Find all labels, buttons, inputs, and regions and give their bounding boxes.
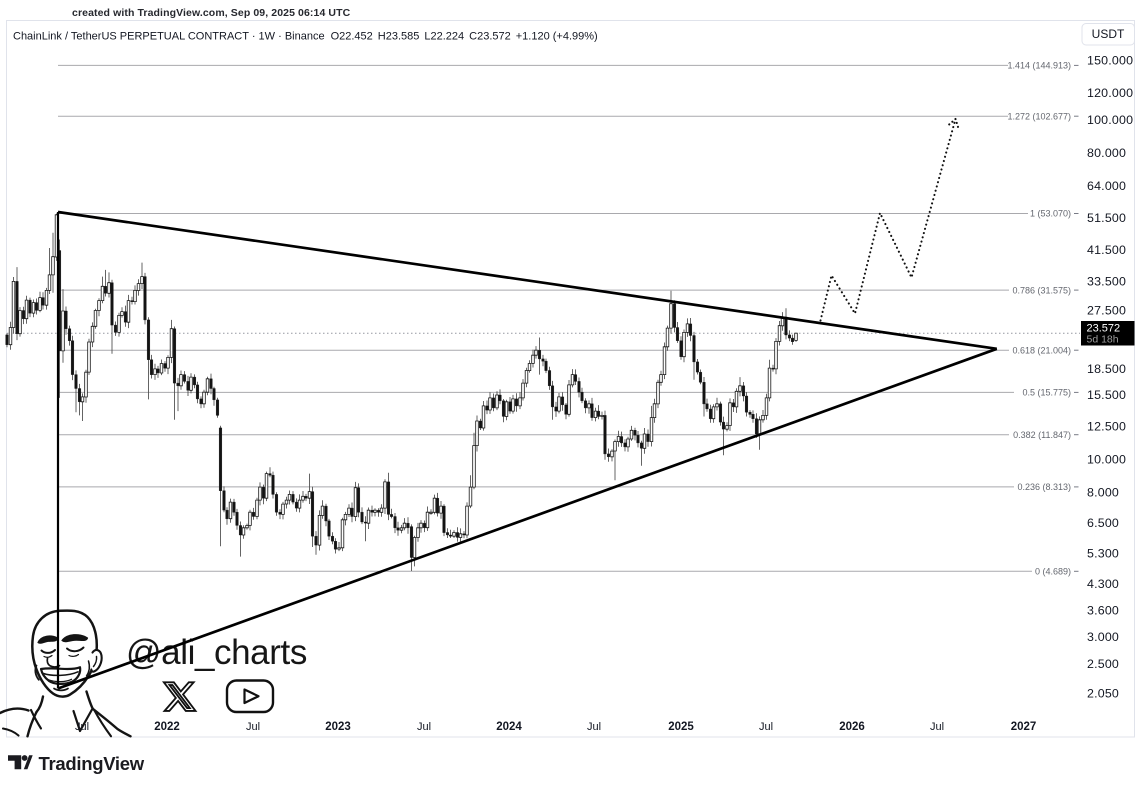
svg-text:0.382 (11.847): 0.382 (11.847) bbox=[1013, 430, 1071, 440]
svg-text:1 (53.070): 1 (53.070) bbox=[1030, 209, 1071, 219]
svg-text:2.500: 2.500 bbox=[1087, 657, 1119, 671]
svg-text:150.000: 150.000 bbox=[1087, 53, 1133, 67]
svg-text:2027: 2027 bbox=[1011, 721, 1037, 733]
svg-text:100.000: 100.000 bbox=[1087, 113, 1133, 127]
svg-text:2026: 2026 bbox=[839, 721, 865, 733]
svg-text:Jul: Jul bbox=[587, 721, 601, 733]
svg-text:5.300: 5.300 bbox=[1087, 546, 1119, 560]
svg-text:33.500: 33.500 bbox=[1087, 274, 1126, 288]
svg-text:Jul: Jul bbox=[930, 721, 944, 733]
svg-text:0.5 (15.775): 0.5 (15.775) bbox=[1022, 388, 1071, 398]
svg-text:0.236 (8.313): 0.236 (8.313) bbox=[1017, 482, 1071, 492]
svg-text:Jul: Jul bbox=[759, 721, 773, 733]
svg-text:8.000: 8.000 bbox=[1087, 486, 1119, 500]
svg-text:TradingView: TradingView bbox=[39, 753, 145, 774]
svg-text:2.050: 2.050 bbox=[1087, 686, 1119, 700]
svg-text:1.414 (144.913): 1.414 (144.913) bbox=[1007, 61, 1071, 71]
svg-text:created with TradingView.com,: created with TradingView.com, Sep 09, 20… bbox=[72, 7, 351, 19]
svg-text:3.600: 3.600 bbox=[1087, 603, 1119, 617]
svg-text:Jul: Jul bbox=[75, 721, 89, 733]
svg-text:12.500: 12.500 bbox=[1087, 420, 1126, 434]
svg-text:Jul: Jul bbox=[246, 721, 260, 733]
svg-text:51.500: 51.500 bbox=[1087, 211, 1126, 225]
svg-text:2022: 2022 bbox=[154, 721, 180, 733]
svg-text:15.500: 15.500 bbox=[1087, 388, 1126, 402]
svg-text:120.000: 120.000 bbox=[1087, 86, 1133, 100]
svg-text:0.786 (31.575): 0.786 (31.575) bbox=[1012, 285, 1071, 295]
svg-text:27.500: 27.500 bbox=[1087, 304, 1126, 318]
svg-text:0 (4.689): 0 (4.689) bbox=[1035, 567, 1071, 577]
svg-text:6.500: 6.500 bbox=[1087, 516, 1119, 530]
svg-text:41.500: 41.500 bbox=[1087, 243, 1126, 257]
svg-text:5d 18h: 5d 18h bbox=[1087, 334, 1119, 346]
svg-text:3.000: 3.000 bbox=[1087, 630, 1119, 644]
svg-text:USDT: USDT bbox=[1092, 27, 1125, 41]
svg-text:4.300: 4.300 bbox=[1087, 577, 1119, 591]
svg-text:0.618 (21.004): 0.618 (21.004) bbox=[1012, 345, 1071, 355]
svg-text:1.272 (102.677): 1.272 (102.677) bbox=[1007, 111, 1071, 121]
svg-text:2024: 2024 bbox=[496, 721, 522, 733]
svg-text:Jul: Jul bbox=[417, 721, 431, 733]
svg-text:80.000: 80.000 bbox=[1087, 146, 1126, 160]
svg-text:10.000: 10.000 bbox=[1087, 453, 1126, 467]
svg-text:2025: 2025 bbox=[668, 721, 694, 733]
svg-text:@ali_charts: @ali_charts bbox=[126, 633, 307, 672]
svg-text:18.500: 18.500 bbox=[1087, 362, 1126, 376]
svg-text:64.000: 64.000 bbox=[1087, 179, 1126, 193]
svg-text:2023: 2023 bbox=[325, 721, 351, 733]
svg-text:23.572: 23.572 bbox=[1087, 323, 1121, 335]
svg-text:ChainLink / TetherUS PERPETUAL: ChainLink / TetherUS PERPETUAL CONTRACT … bbox=[13, 31, 598, 43]
